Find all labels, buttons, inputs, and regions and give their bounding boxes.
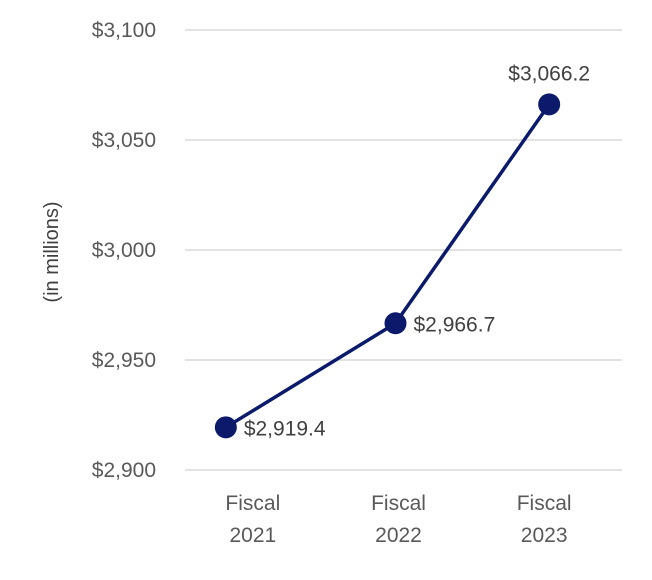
data-label: $2,919.4 xyxy=(244,417,326,440)
y-tick-labels: $3,100 $3,050 $3,000 $2,950 $2,900 xyxy=(92,19,156,482)
y-tick-label: $2,900 xyxy=(92,459,156,482)
x-tick-label: Fiscal 2021 xyxy=(225,492,280,547)
data-point xyxy=(538,93,561,116)
data-label: $2,966.7 xyxy=(414,313,496,336)
series-line-group xyxy=(214,93,561,439)
x-tick-label: Fiscal 2023 xyxy=(517,492,572,547)
data-label: $3,066.2 xyxy=(508,62,590,85)
x-tick-labels: Fiscal 2021 Fiscal 2022 Fiscal 2023 xyxy=(225,492,571,547)
data-point xyxy=(384,312,407,335)
data-point xyxy=(214,416,237,439)
y-axis-title: (in millions) xyxy=(41,201,63,302)
y-tick-label: $3,000 xyxy=(92,239,156,262)
y-tick-label: $2,950 xyxy=(92,349,156,372)
y-tick-label: $3,100 xyxy=(92,19,156,42)
data-labels: $2,919.4 $2,966.7 $3,066.2 xyxy=(244,62,590,440)
y-tick-label: $3,050 xyxy=(92,129,156,152)
x-tick-label: Fiscal 2022 xyxy=(371,492,426,547)
series-line xyxy=(224,103,551,429)
gridlines xyxy=(185,29,622,471)
